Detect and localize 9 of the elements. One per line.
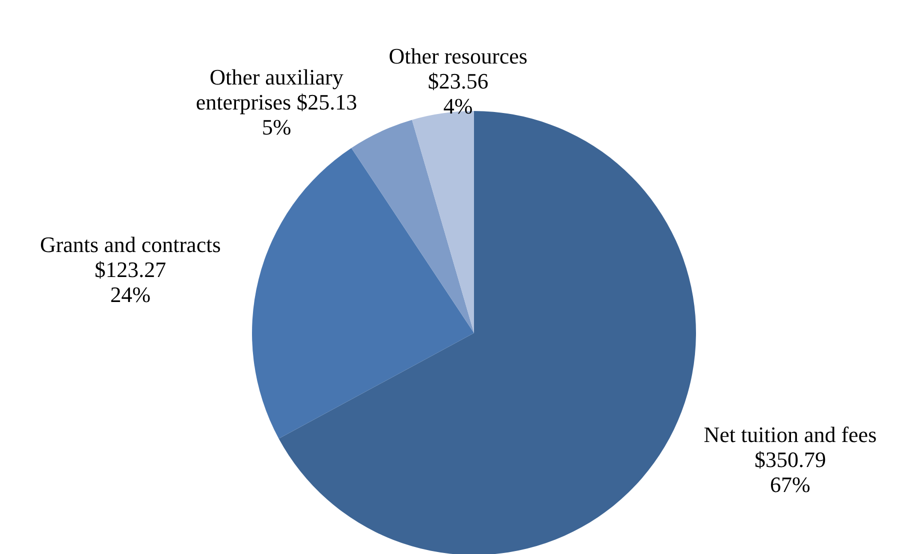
slice-label: Other resources — [388, 44, 528, 69]
pie-slice — [351, 120, 474, 333]
slice-label: Grants and contracts — [40, 232, 221, 257]
slice-label: Net tuition and fees — [704, 422, 877, 448]
data-label: $350.79 67% — [754, 447, 826, 498]
data-label: $123.27 24% — [94, 256, 166, 307]
slice-label: Other auxiliary enterprises $25.13 5% — [196, 64, 358, 140]
data-label: $23.56 4% — [428, 68, 488, 119]
pie-slice — [252, 148, 474, 439]
